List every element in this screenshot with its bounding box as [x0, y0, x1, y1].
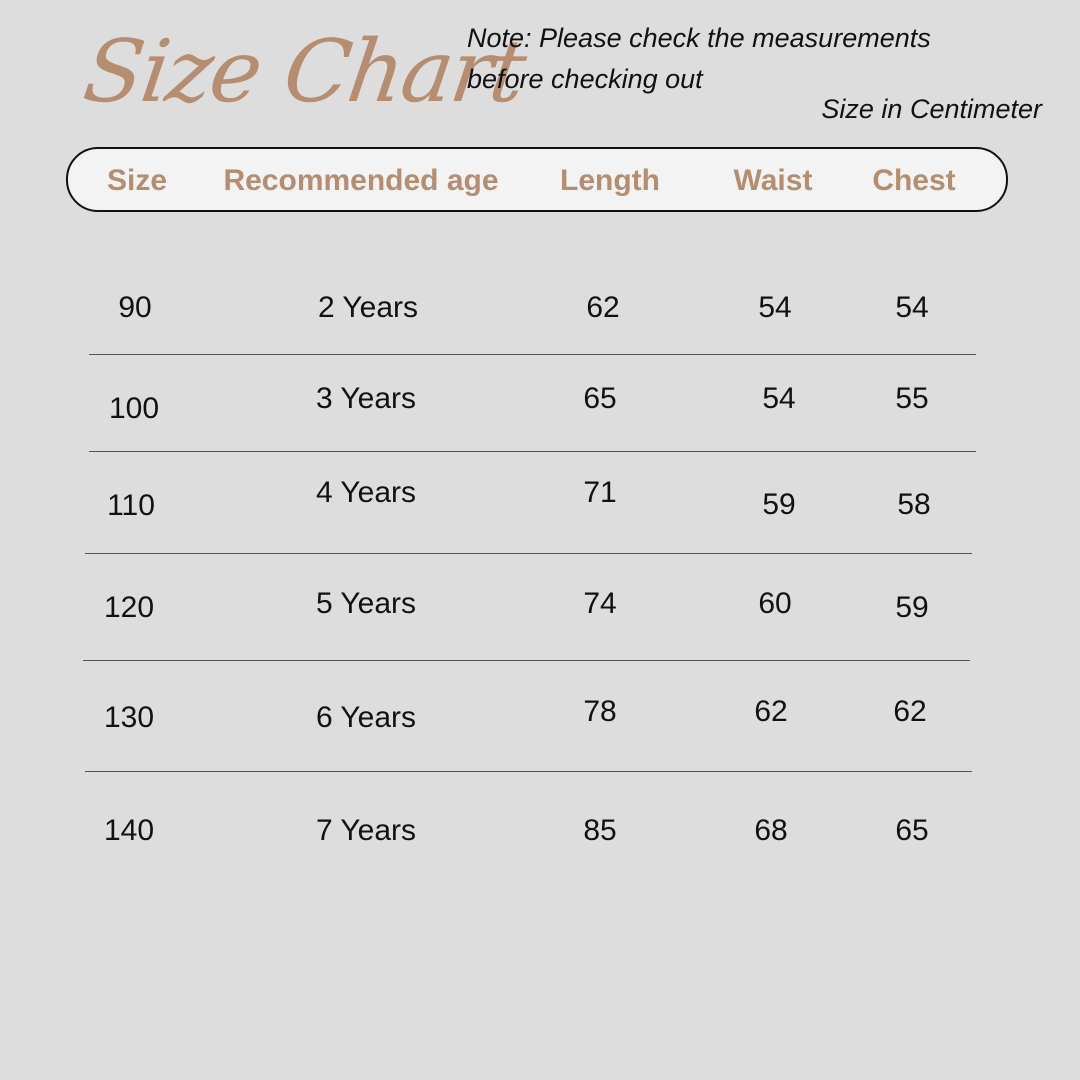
- cell-chest: 62: [893, 695, 927, 728]
- cell-waist: 54: [758, 291, 792, 324]
- column-header-age: Recommended age: [223, 164, 499, 197]
- table-row: 100 3 Years 65 54 55: [0, 382, 1080, 425]
- cell-waist: 60: [758, 587, 792, 620]
- cell-length: 78: [583, 695, 617, 728]
- row-divider: [89, 451, 976, 452]
- table-header: Size Recommended age Length Waist Chest: [66, 147, 1008, 212]
- cell-waist: 54: [762, 382, 796, 415]
- table-row: 110 4 Years 71 59 58: [0, 476, 1080, 522]
- table-row: 130 6 Years 78 62 62: [0, 695, 1080, 738]
- column-header-chest: Chest: [872, 164, 956, 197]
- cell-age: 6 Years: [315, 701, 417, 734]
- cell-age: 2 Years: [317, 291, 419, 324]
- cell-size: 120: [103, 591, 155, 624]
- cell-waist: 68: [754, 814, 788, 847]
- row-divider: [83, 660, 970, 661]
- page-title: Size Chart: [77, 22, 531, 122]
- cell-chest: 65: [895, 814, 929, 847]
- cell-size: 140: [103, 814, 155, 847]
- row-divider: [85, 771, 972, 772]
- column-header-length: Length: [560, 164, 660, 197]
- cell-age: 5 Years: [315, 587, 417, 620]
- row-divider: [89, 354, 976, 355]
- column-header-waist: Waist: [733, 164, 813, 197]
- cell-size: 100: [108, 392, 160, 425]
- cell-age: 3 Years: [315, 382, 417, 415]
- cell-age: 7 Years: [315, 814, 417, 847]
- cell-age: 4 Years: [315, 476, 417, 509]
- table-row: 120 5 Years 74 60 59: [0, 587, 1080, 629]
- cell-size: 110: [107, 489, 155, 522]
- row-divider: [85, 553, 972, 554]
- cell-length: 85: [583, 814, 617, 847]
- cell-chest: 55: [895, 382, 929, 415]
- cell-length: 71: [583, 476, 617, 509]
- table-row: 90 2 Years 62 54 54: [0, 291, 1080, 331]
- column-header-size: Size: [106, 164, 168, 197]
- table-row: 140 7 Years 85 68 65: [0, 814, 1080, 854]
- cell-length: 65: [583, 382, 617, 415]
- cell-size: 90: [118, 291, 152, 324]
- cell-chest: 54: [895, 291, 929, 324]
- cell-length: 62: [586, 291, 620, 324]
- note-text: Note: Please check the measurements befo…: [467, 23, 931, 94]
- cell-waist: 59: [762, 488, 796, 521]
- unit-label: Size in Centimeter: [821, 94, 1042, 124]
- cell-size: 130: [103, 701, 155, 734]
- cell-chest: 59: [895, 591, 929, 624]
- cell-length: 74: [583, 587, 617, 620]
- cell-waist: 62: [754, 695, 788, 728]
- cell-chest: 58: [897, 488, 931, 521]
